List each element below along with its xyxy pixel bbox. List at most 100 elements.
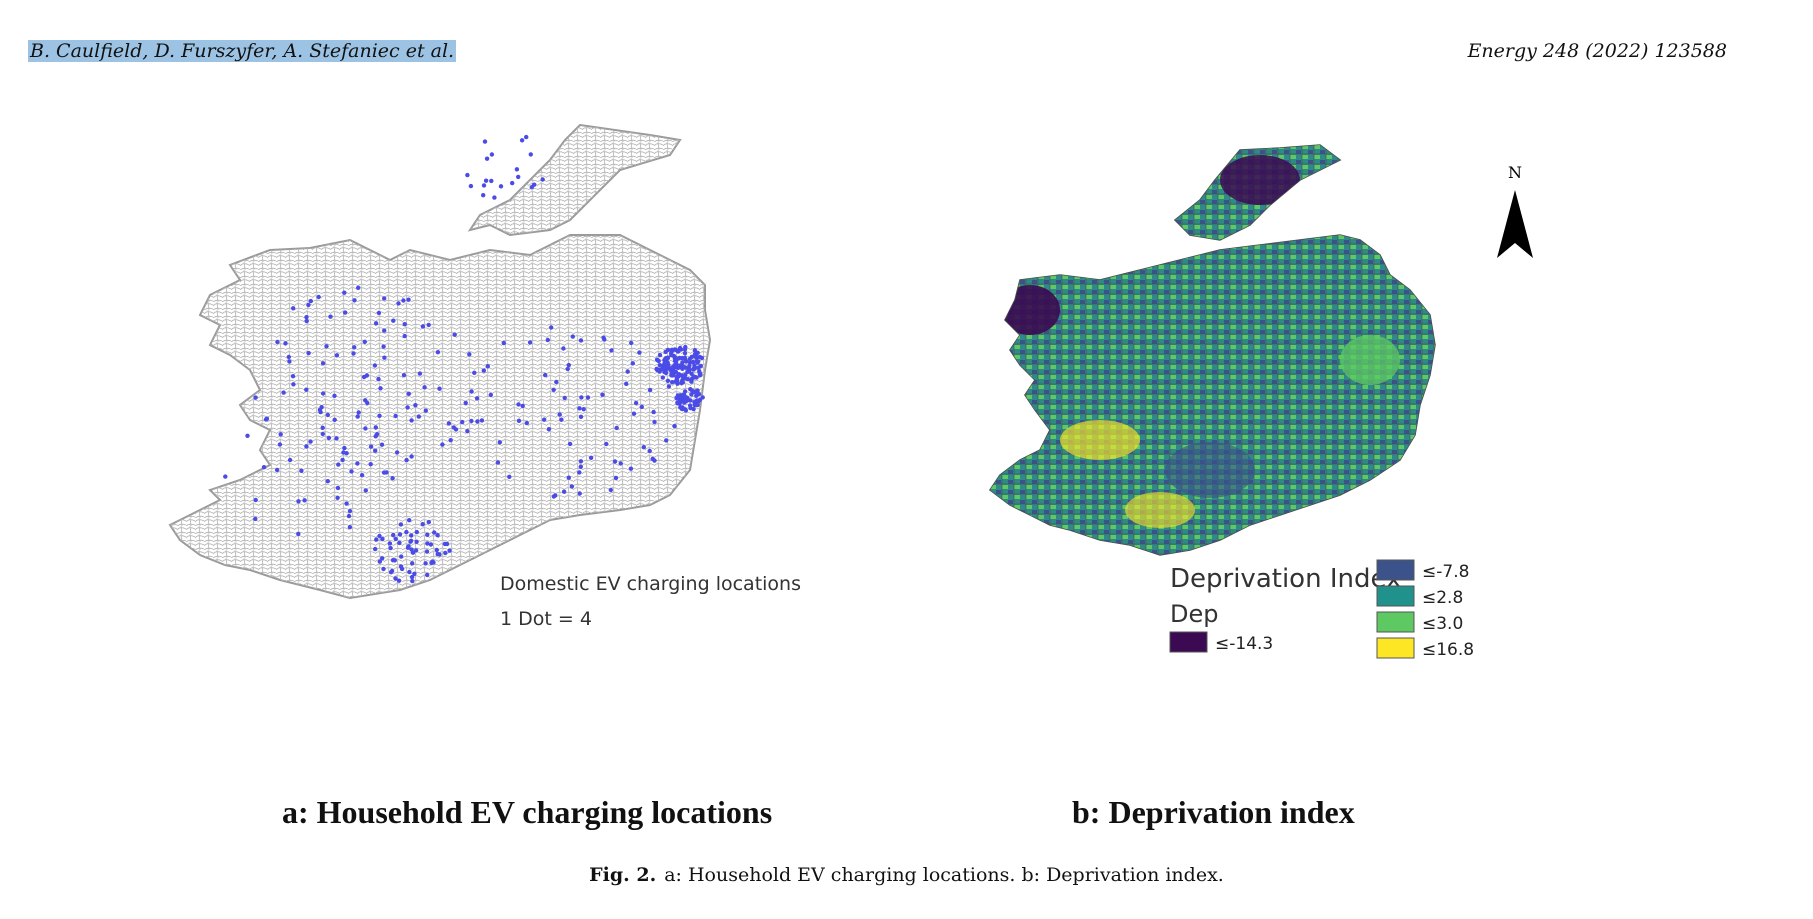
- charging-dot: [570, 334, 575, 339]
- charging-dot: [377, 559, 382, 564]
- charging-dot: [675, 349, 681, 354]
- charging-dot: [680, 377, 685, 383]
- charging-dot: [263, 417, 269, 422]
- charging-dot: [394, 450, 400, 455]
- charging-dot: [382, 355, 387, 360]
- charging-dot: [425, 532, 430, 537]
- charging-dot: [373, 448, 378, 453]
- charging-dot: [696, 359, 701, 364]
- charging-dot: [688, 398, 693, 403]
- charging-dot: [361, 374, 367, 380]
- legend-swatch: [1376, 637, 1415, 659]
- charging-dot: [481, 368, 486, 373]
- charging-dot: [373, 425, 378, 430]
- charging-dot: [274, 467, 280, 473]
- charging-dot: [696, 392, 702, 397]
- charging-dot: [637, 350, 642, 355]
- charging-dot: [524, 420, 529, 426]
- charging-dot: [409, 418, 414, 423]
- charging-dot: [613, 475, 619, 481]
- charging-dot: [680, 405, 685, 410]
- charging-dot: [652, 419, 657, 425]
- panel-b-legend-subtitle: Dep: [1170, 600, 1218, 628]
- charging-dot: [320, 361, 326, 366]
- charging-dot: [561, 489, 567, 494]
- charging-dot: [578, 338, 584, 343]
- charging-dot: [674, 377, 680, 382]
- charging-dot: [588, 455, 594, 460]
- charging-dot: [355, 461, 360, 466]
- charging-dot: [410, 578, 415, 584]
- charging-dot: [663, 370, 669, 376]
- charging-dot: [624, 381, 629, 386]
- charging-dot: [382, 328, 387, 333]
- charging-dot: [677, 345, 683, 351]
- panel-a-title: a: Household EV charging locations: [282, 794, 773, 830]
- charging-dot: [397, 532, 403, 537]
- charging-dot: [387, 541, 393, 546]
- charging-dot: [675, 381, 680, 386]
- charging-dot: [382, 296, 387, 301]
- charging-dot: [689, 371, 694, 376]
- charging-dot: [618, 461, 623, 466]
- charging-dot: [581, 407, 586, 412]
- charging-dot: [654, 366, 659, 372]
- charging-dot: [373, 546, 378, 552]
- charging-dot: [409, 574, 415, 580]
- ireland-choropleth: [989, 144, 1436, 556]
- legend-label: ≤-14.3: [1215, 634, 1273, 654]
- legend-label: ≤-7.8: [1422, 562, 1469, 582]
- charging-dot: [559, 417, 564, 422]
- charging-dot: [641, 445, 646, 450]
- charging-dot: [665, 360, 670, 365]
- charging-dot: [453, 427, 459, 432]
- charging-dot: [391, 318, 396, 323]
- legend-swatch: [1169, 631, 1208, 653]
- charging-dot: [516, 402, 521, 407]
- charging-dot: [407, 569, 412, 575]
- charging-dot: [302, 498, 307, 503]
- author-highlight: B. Caulfield, D. Furszyfer, A. Stefaniec…: [28, 40, 457, 62]
- charging-dot: [392, 558, 397, 563]
- charging-dot: [691, 374, 696, 380]
- charging-dot: [546, 427, 552, 432]
- charging-dot: [660, 375, 665, 380]
- charging-dot: [675, 400, 680, 405]
- charging-dot: [585, 395, 591, 400]
- charging-dot: [328, 314, 333, 319]
- charging-dot: [393, 576, 398, 581]
- charging-dot: [543, 372, 548, 378]
- charging-dot: [388, 545, 393, 551]
- charging-dot: [349, 469, 354, 474]
- charging-dot: [482, 139, 488, 144]
- legend-swatch: [1376, 559, 1415, 581]
- charging-dot: [405, 405, 410, 410]
- charging-dot: [501, 340, 506, 346]
- charging-dot: [352, 345, 357, 350]
- charging-dot: [324, 344, 329, 349]
- legend-swatch: [1376, 611, 1415, 633]
- charging-dot: [332, 393, 337, 398]
- charging-dot: [472, 370, 477, 375]
- charging-dot: [689, 392, 694, 397]
- charging-dot: [625, 369, 630, 374]
- charging-dot: [318, 409, 323, 415]
- charging-dot: [278, 432, 283, 437]
- charging-dot: [484, 156, 490, 161]
- charging-dot: [343, 310, 348, 315]
- deprivation-legend: ≤-14.3 ≤-7.8 ≤2.8 ≤3.0 ≤16.8: [1169, 559, 1474, 660]
- charging-dot: [308, 298, 313, 304]
- charging-dot: [261, 465, 267, 470]
- charging-dot: [540, 177, 545, 182]
- charging-dot: [497, 440, 502, 445]
- charging-dot: [684, 359, 689, 364]
- charging-dot: [336, 462, 341, 467]
- charging-dot: [630, 361, 635, 366]
- panel-b-legend-title: Deprivation Index: [1170, 564, 1401, 594]
- charging-dot: [661, 362, 667, 367]
- charging-dot: [372, 363, 378, 368]
- charging-dot: [465, 172, 470, 178]
- charging-dot: [304, 315, 309, 320]
- charging-dot: [602, 337, 607, 342]
- charging-dot: [359, 473, 365, 478]
